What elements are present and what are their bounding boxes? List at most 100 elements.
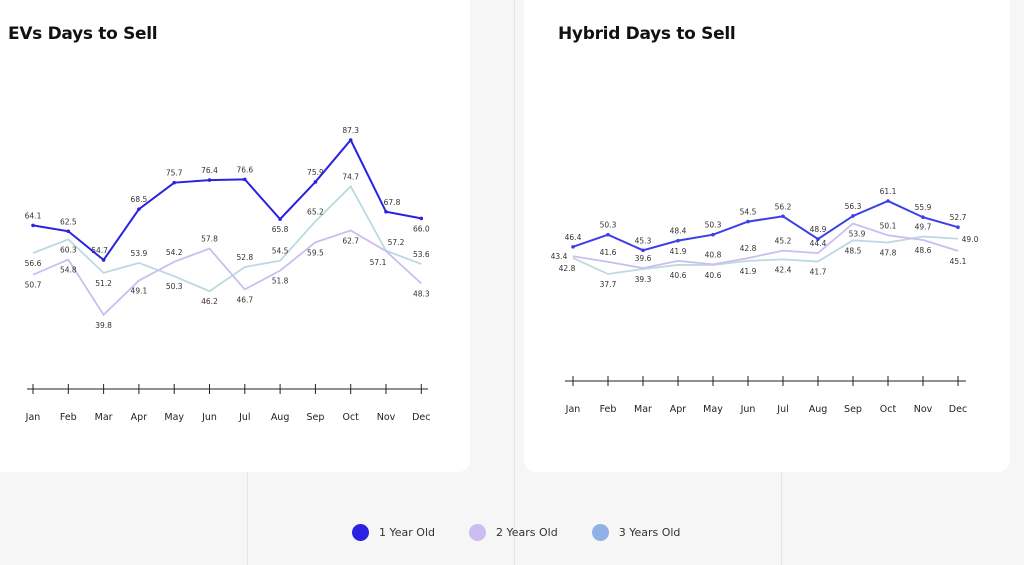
x-tick-label: Apr: [131, 412, 148, 423]
data-label: 48.5: [845, 246, 862, 255]
data-label: 57.2: [388, 238, 405, 247]
data-point: [711, 232, 715, 237]
data-label: 40.8: [705, 250, 722, 259]
data-point: [137, 207, 141, 211]
data-label: 47.8: [880, 248, 897, 257]
data-label: 50.3: [705, 221, 722, 230]
data-point: [641, 248, 645, 253]
series-line-3-years-old: [572, 235, 959, 275]
data-label: 45.1: [950, 257, 967, 266]
data-label: 39.6: [635, 254, 652, 263]
data-label: 49.1: [131, 287, 148, 296]
x-tick-label: Aug: [271, 412, 290, 423]
data-label: 87.3: [342, 126, 359, 135]
legend-item-3-years[interactable]: 3 Years Old: [591, 524, 681, 541]
data-label: 51.2: [95, 279, 112, 288]
data-label: 59.5: [307, 248, 324, 257]
x-tick-label: May: [703, 404, 723, 415]
data-point: [746, 219, 750, 224]
data-label: 65.8: [272, 225, 289, 234]
data-point: [781, 214, 785, 219]
x-tick-label: Jun: [201, 412, 217, 423]
data-label: 46.2: [201, 297, 218, 306]
data-label: 41.9: [740, 267, 757, 276]
data-label: 41.6: [600, 248, 617, 257]
data-label: 54.5: [272, 247, 289, 256]
x-tick-label: Sep: [844, 404, 862, 415]
divider: [514, 0, 515, 565]
data-label: 53.9: [849, 229, 866, 238]
legend-item-1-year[interactable]: 1 Year Old: [352, 524, 435, 541]
data-label: 42.4: [775, 265, 792, 274]
data-label: 66.0: [413, 224, 430, 233]
series-line-1-year-old: [32, 138, 422, 262]
x-tick-label: Sep: [306, 412, 324, 423]
legend-label: 1 Year Old: [379, 526, 435, 539]
data-point: [851, 214, 855, 218]
data-label: 75.7: [166, 169, 183, 178]
data-label: 74.7: [342, 172, 359, 181]
data-label: 39.3: [635, 275, 652, 284]
data-point: [101, 258, 106, 262]
data-label: 41.9: [670, 247, 687, 256]
data-label: 42.8: [559, 264, 576, 273]
legend-item-2-years[interactable]: 2 Years Old: [468, 524, 558, 541]
data-label: 53.9: [131, 249, 148, 258]
data-label: 56.3: [845, 202, 862, 211]
x-tick-label: Jul: [238, 412, 250, 423]
data-label: 48.4: [670, 227, 687, 236]
data-label: 48.3: [413, 290, 430, 299]
x-tick-label: Oct: [880, 404, 897, 415]
data-point: [419, 216, 424, 221]
data-point: [921, 215, 925, 220]
x-tick-label: Feb: [600, 404, 617, 415]
data-label: 43.4: [551, 252, 568, 261]
data-label: 65.2: [307, 207, 324, 216]
data-label: 40.6: [670, 271, 687, 280]
data-label: 54.2: [166, 248, 183, 257]
data-point: [207, 178, 212, 182]
data-label: 64.1: [25, 211, 42, 220]
hybrid-chart-title: Hybrid Days to Sell: [558, 24, 736, 44]
x-tick-label: Mar: [634, 404, 652, 415]
x-tick-label: Jul: [776, 404, 788, 415]
series-line-2-years-old: [572, 222, 959, 269]
data-label: 55.9: [915, 203, 932, 212]
data-label: 53.6: [413, 250, 430, 259]
data-point: [676, 238, 680, 243]
x-tick-label: Feb: [60, 412, 77, 423]
series-line-2-years-old: [32, 229, 422, 317]
data-label: 44.4: [810, 239, 827, 248]
data-label: 57.1: [370, 258, 387, 267]
series-line-1-year-old: [572, 199, 959, 252]
data-label: 50.3: [166, 282, 183, 291]
x-tick-label: May: [164, 412, 184, 423]
x-tick-label: Dec: [412, 412, 430, 423]
x-tick-label: Nov: [914, 404, 933, 415]
data-point: [384, 209, 388, 214]
x-tick-label: Nov: [377, 412, 396, 423]
data-label: 49.7: [915, 223, 932, 232]
data-point: [348, 138, 353, 142]
data-label: 42.8: [740, 244, 757, 253]
data-label: 46.7: [236, 295, 253, 304]
data-point: [172, 180, 176, 185]
legend-label: 3 Years Old: [618, 526, 681, 539]
data-label: 45.3: [635, 236, 652, 245]
data-label: 37.7: [600, 280, 617, 289]
data-label: 40.6: [705, 271, 722, 280]
data-point: [278, 217, 282, 221]
data-label: 56.6: [25, 259, 42, 268]
data-label: 48.9: [810, 225, 827, 234]
data-label: 46.4: [565, 233, 582, 242]
x-tick-label: Aug: [809, 404, 828, 415]
data-point: [31, 223, 35, 228]
data-label: 62.5: [60, 217, 77, 226]
legend-swatch: [352, 524, 369, 541]
data-label: 62.7: [342, 237, 359, 246]
data-label: 61.1: [880, 187, 897, 196]
data-point: [816, 237, 820, 241]
data-label: 54.7: [91, 246, 108, 255]
x-tick-label: Oct: [342, 412, 359, 423]
x-tick-label: Mar: [95, 412, 113, 423]
